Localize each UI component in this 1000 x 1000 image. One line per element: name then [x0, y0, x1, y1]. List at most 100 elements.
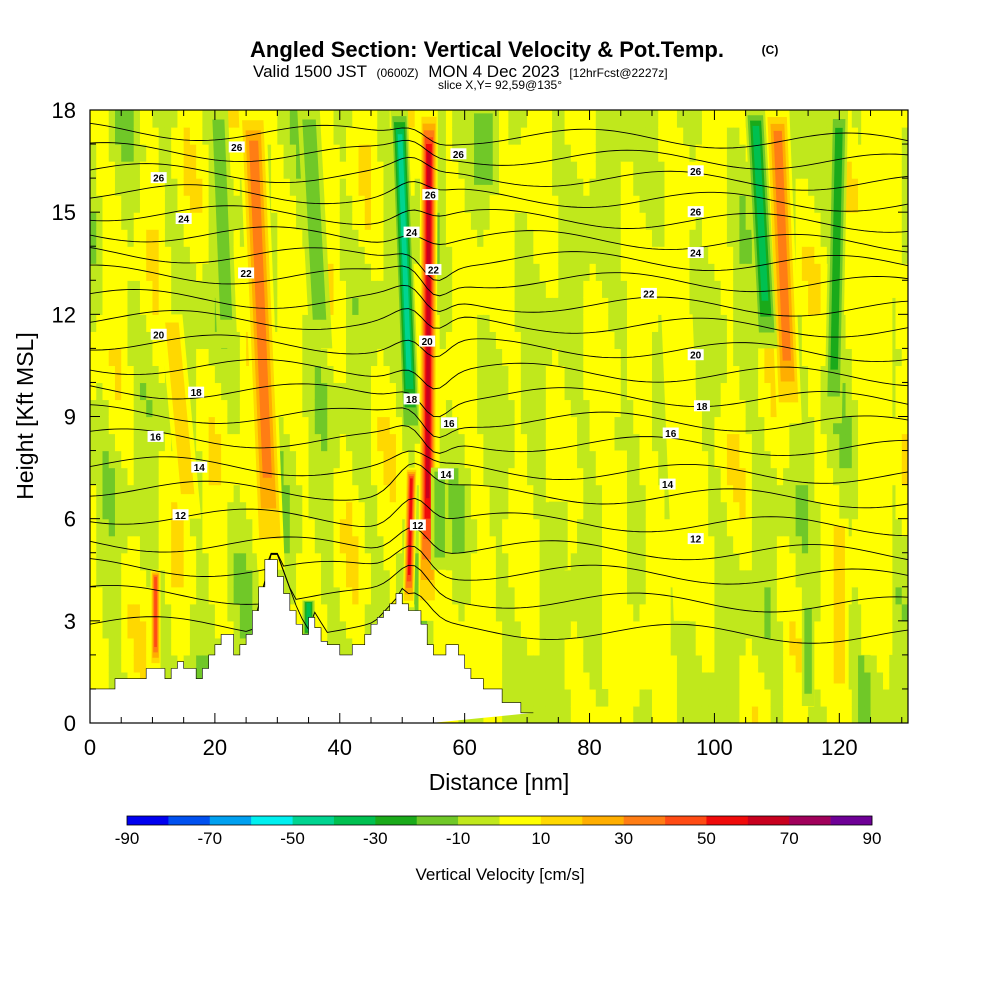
- field-cell: [714, 110, 722, 128]
- field-cell: [751, 671, 759, 690]
- field-cell: [533, 331, 541, 349]
- field-cell: [289, 586, 297, 605]
- field-cell: [339, 484, 347, 503]
- field-cell: [602, 331, 609, 349]
- field-cell: [664, 161, 672, 179]
- field-cell: [552, 637, 559, 656]
- field-cell: [820, 365, 828, 384]
- field-cell: [246, 484, 253, 503]
- field-cell: [514, 569, 522, 588]
- field-cell: [708, 467, 716, 486]
- field-cell: [901, 569, 908, 588]
- field-cell: [414, 178, 422, 196]
- field-cell: [533, 195, 541, 213]
- field-cell: [452, 603, 460, 622]
- field-cell: [614, 297, 622, 315]
- field-cell: [377, 195, 385, 213]
- field-cell: [651, 501, 659, 520]
- field-cell: [514, 263, 522, 281]
- field-cell: [820, 433, 828, 452]
- field-cell: [633, 620, 641, 639]
- field-cell: [114, 433, 122, 452]
- field-cell: [214, 365, 222, 384]
- field-cell: [177, 569, 185, 588]
- field-cell: [570, 331, 578, 349]
- field-cell: [708, 365, 716, 384]
- field-cell: [901, 603, 908, 622]
- field-cell: [770, 637, 778, 656]
- field-cell: [770, 654, 778, 673]
- field-cell: [570, 314, 578, 332]
- field-cell: [164, 518, 172, 537]
- field-cell: [701, 280, 709, 298]
- field-cell: [302, 535, 310, 554]
- field-cell: [183, 297, 191, 315]
- field-cell: [514, 671, 522, 690]
- isentrope-label: 14: [191, 461, 208, 474]
- field-cell: [627, 654, 634, 673]
- field-cell: [783, 705, 790, 723]
- field-cell: [883, 671, 890, 690]
- field-cell: [895, 467, 903, 486]
- field-cell: [552, 365, 559, 384]
- field-cell: [539, 212, 547, 230]
- field-cell: [321, 484, 328, 503]
- field-cell: [795, 501, 803, 520]
- field-cell: [364, 297, 372, 315]
- field-cell: [146, 467, 154, 486]
- field-cell: [452, 569, 460, 588]
- isentrope-label-bg: [228, 141, 245, 153]
- field-cell: [751, 399, 759, 418]
- field-cell: [633, 365, 641, 384]
- field-cell: [564, 552, 572, 571]
- field-cell: [751, 705, 759, 723]
- field-cell: [801, 501, 809, 520]
- field-cell: [495, 280, 503, 298]
- field-cell: [564, 399, 572, 418]
- field-cell: [851, 195, 859, 213]
- field-cell: [164, 127, 172, 145]
- field-cell: [820, 552, 828, 571]
- field-cell: [289, 535, 297, 554]
- field-cell: [339, 433, 347, 452]
- field-cell: [233, 229, 241, 247]
- field-cell: [221, 416, 228, 435]
- field-cell: [358, 331, 366, 349]
- field-cell: [233, 535, 241, 554]
- field-cell: [189, 212, 197, 230]
- field-cell: [627, 467, 634, 486]
- field-cell: [570, 654, 578, 673]
- field-cell: [502, 195, 509, 213]
- isentrope-label: 16: [441, 417, 458, 430]
- field-cell: [114, 178, 122, 196]
- field-cell: [714, 246, 722, 264]
- updraft-plume: [165, 322, 195, 495]
- field-cell: [583, 399, 591, 418]
- field-cell: [483, 569, 491, 588]
- field-cell: [283, 467, 291, 486]
- field-cell: [783, 688, 790, 707]
- field-cell: [895, 671, 903, 690]
- field-cell: [720, 144, 728, 162]
- field-cell: [383, 586, 391, 605]
- field-cell: [508, 484, 516, 503]
- field-cell: [520, 518, 528, 537]
- field-cell: [464, 416, 472, 435]
- field-cell: [289, 331, 297, 349]
- field-cell: [508, 671, 516, 690]
- field-cell: [146, 348, 154, 367]
- field-cell: [733, 399, 741, 418]
- field-cell: [639, 671, 647, 690]
- field-cell: [889, 365, 897, 384]
- isentrope-label-bg: [687, 349, 704, 361]
- field-cell: [539, 671, 547, 690]
- field-cell: [146, 127, 154, 145]
- field-cell: [776, 705, 784, 723]
- isentrope-label-bg: [450, 148, 467, 160]
- field-cell: [377, 433, 385, 452]
- field-cell: [676, 637, 684, 656]
- field-cell: [121, 212, 129, 230]
- field-cell: [508, 654, 516, 673]
- field-cell: [764, 518, 772, 537]
- field-cell: [164, 433, 172, 452]
